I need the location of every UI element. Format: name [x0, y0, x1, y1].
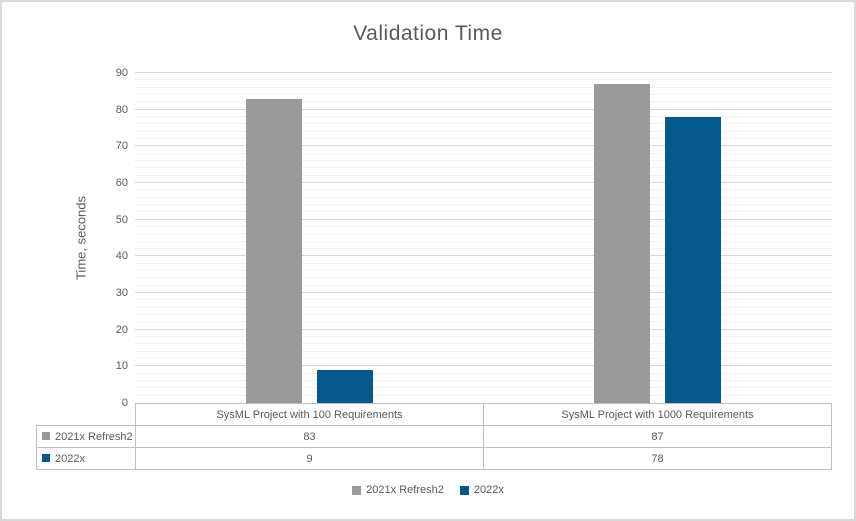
gridline-minor [135, 372, 832, 374]
gridline-minor [135, 138, 832, 139]
y-tick-label: 0 [121, 397, 128, 409]
y-tick-label: 80 [115, 103, 128, 116]
gridline-minor [135, 86, 832, 88]
table-row-2021x-refresh2: 2021x Refresh2 83 87 [36, 425, 832, 448]
gridline-minor [135, 284, 832, 286]
plot-area [135, 72, 832, 403]
gridline-major [135, 328, 832, 330]
category-header-100-requirements: SysML Project with 100 Requirements [135, 403, 484, 426]
legend-swatch-icon [459, 485, 469, 495]
legend-swatch-icon [352, 485, 362, 495]
series-name: 2021x Refresh2 [55, 430, 133, 443]
gridline-minor [135, 94, 832, 95]
series-swatch-icon [42, 431, 50, 440]
y-tick-label: 50 [115, 213, 128, 226]
gridline-minor [135, 79, 832, 81]
gridline-major [135, 108, 832, 110]
gridline-minor [135, 321, 832, 323]
gridline-minor [135, 152, 832, 154]
bar-2021x-refresh2-category-1 [245, 98, 302, 403]
gridline-minor [135, 394, 832, 396]
legend-label: 2022x [473, 484, 504, 496]
y-tick-label: 30 [115, 287, 128, 299]
gridline-minor [135, 189, 832, 191]
table-corner-cell [37, 404, 136, 426]
value-cell: 9 [135, 447, 484, 470]
gridline-major [135, 292, 832, 293]
data-table: SysML Project with 100 Requirements SysM… [36, 403, 832, 470]
gridline-minor [135, 358, 832, 359]
bar-2022x-category-2 [665, 117, 722, 403]
value-cell: 78 [483, 447, 832, 470]
gridline-minor [135, 380, 832, 381]
gridline-major [135, 72, 832, 73]
value-cell: 83 [135, 425, 484, 448]
value-cell: 87 [483, 425, 832, 448]
gridline-minor [135, 336, 832, 337]
series-name: 2022x [55, 452, 85, 465]
y-tick-label: 20 [115, 323, 128, 336]
y-tick-label: 10 [115, 360, 128, 373]
gridline-minor [135, 196, 832, 198]
y-axis-title: Time, seconds [73, 195, 89, 281]
gridline-minor [135, 211, 832, 213]
gridline-minor [135, 299, 832, 301]
legend-item-2022x: 2022x [459, 484, 504, 496]
gridline-minor [135, 130, 832, 132]
y-tick-label: 60 [115, 177, 128, 189]
gridline-minor [135, 248, 832, 249]
y-tick-label: 40 [115, 250, 128, 263]
gridline-major [135, 255, 832, 257]
chart-legend: 2021x Refresh2 2022x [2, 484, 854, 496]
category-header-1000-requirements: SysML Project with 1000 Requirements [483, 403, 832, 426]
series-swatch-icon [42, 453, 50, 462]
gridline-minor [135, 387, 832, 389]
series-label-cell: 2021x Refresh2 [36, 425, 136, 448]
gridline-minor [135, 240, 832, 242]
bar-2022x-category-1 [316, 370, 373, 403]
gridline-minor [135, 123, 832, 125]
gridline-minor [135, 167, 832, 169]
gridline-major [135, 218, 832, 220]
table-row-2022x: 2022x 9 78 [36, 447, 832, 470]
y-tick-label: 70 [115, 140, 128, 153]
chart-title: Validation Time [353, 22, 503, 45]
gridline-minor [135, 226, 832, 227]
gridline-minor [135, 314, 832, 315]
gridline-minor [135, 160, 832, 161]
gridline-minor [135, 174, 832, 176]
legend-label: 2021x Refresh2 [366, 484, 444, 496]
gridline-minor [135, 343, 832, 345]
gridline-minor [135, 270, 832, 271]
bar-2021x-refresh2-category-2 [594, 84, 651, 403]
series-label-cell: 2022x [36, 447, 136, 470]
y-axis-tick-labels: 0 10 20 30 40 50 60 70 80 90 [93, 2, 128, 519]
gridline-minor [135, 116, 832, 117]
gridline-minor [135, 204, 832, 205]
legend-item-2021x-refresh2: 2021x Refresh2 [352, 484, 444, 496]
table-header-row: SysML Project with 100 Requirements SysM… [37, 403, 832, 426]
gridline-minor [135, 262, 832, 264]
gridline-major [135, 182, 832, 183]
gridline-major [135, 145, 832, 147]
gridline-minor [135, 233, 832, 235]
y-tick-label: 90 [115, 67, 128, 79]
gridline-minor [135, 277, 832, 279]
gridline-major [135, 365, 832, 367]
gridline-minor [135, 306, 832, 308]
gridline-minor [135, 350, 832, 352]
gridline-minor [135, 101, 832, 103]
